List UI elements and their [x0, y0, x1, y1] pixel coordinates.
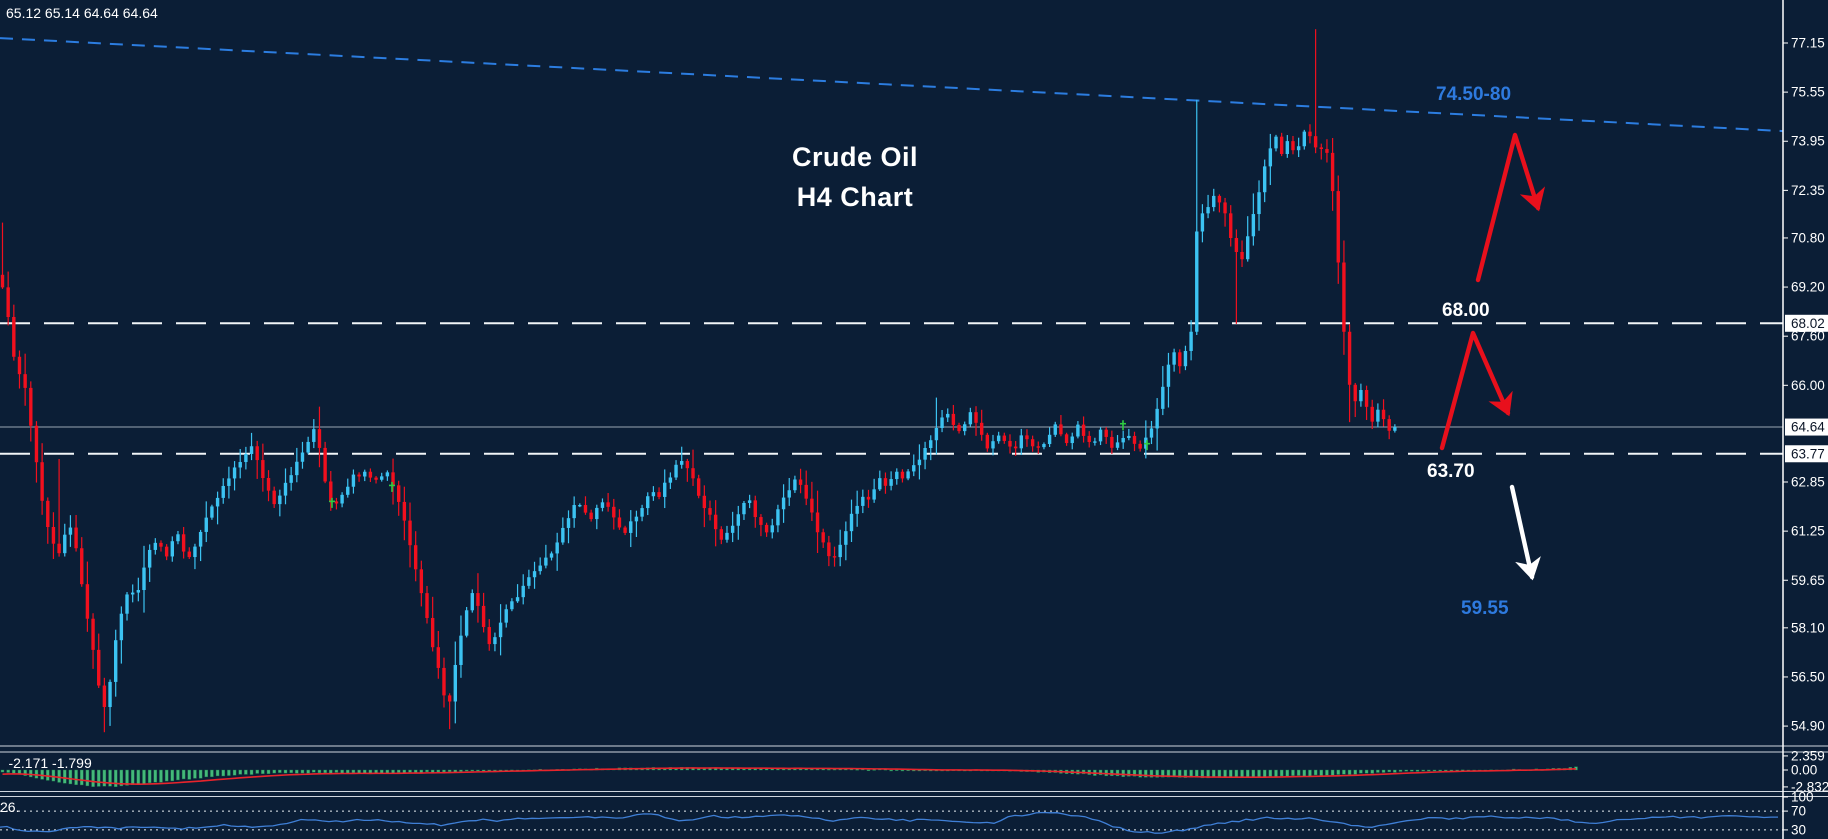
buy-signal-marker: [389, 481, 395, 492]
oscillator-panel: [0, 810, 1783, 834]
svg-text:0.00: 0.00: [1791, 763, 1817, 778]
svg-text:2.359: 2.359: [1791, 748, 1825, 763]
svg-text:63.77: 63.77: [1791, 446, 1825, 461]
svg-text:61.25: 61.25: [1791, 524, 1825, 539]
oscillator-line: [0, 811, 1778, 834]
macd-panel: [0, 766, 1578, 787]
svg-text:72.35: 72.35: [1791, 183, 1825, 198]
svg-text:70.80: 70.80: [1791, 230, 1825, 245]
svg-text:64.64: 64.64: [1791, 420, 1825, 435]
svg-text:0: 0: [1791, 837, 1799, 839]
projection-arrow-up-to-resistance-zone: [1475, 132, 1546, 283]
svg-text:68.02: 68.02: [1791, 316, 1825, 331]
price-axis[interactable]: 77.15 75.55 73.95 72.35 70.80 69.20 67.60 66.00…: [1782, 0, 1828, 839]
svg-text:-2.832: -2.832: [1791, 779, 1828, 794]
buy-signal-marker: [1144, 440, 1150, 451]
projection-arrow-breakdown-to-target: [1509, 484, 1541, 581]
svg-text:30: 30: [1791, 822, 1806, 837]
projection-arrow-bounce-at-support: [1439, 330, 1513, 451]
buy-signal-marker: [1120, 420, 1126, 431]
svg-text:62.85: 62.85: [1791, 475, 1825, 490]
buy-signal-marker: [329, 497, 335, 508]
svg-text:58.10: 58.10: [1791, 620, 1825, 635]
candles: [0, 29, 1397, 733]
svg-text:59.65: 59.65: [1791, 573, 1825, 588]
svg-text:66.00: 66.00: [1791, 378, 1825, 393]
svg-text:73.95: 73.95: [1791, 134, 1825, 149]
svg-text:77.15: 77.15: [1791, 36, 1825, 51]
svg-text:75.55: 75.55: [1791, 85, 1825, 100]
svg-text:70: 70: [1791, 804, 1806, 819]
svg-text:100: 100: [1791, 790, 1814, 805]
svg-text:54.90: 54.90: [1791, 719, 1825, 734]
svg-text:69.20: 69.20: [1791, 280, 1825, 295]
descending-trendline[interactable]: [0, 37, 1784, 133]
macd-signal-line: [2, 767, 1577, 785]
svg-text:56.50: 56.50: [1791, 669, 1825, 684]
svg-text:67.60: 67.60: [1791, 329, 1825, 344]
